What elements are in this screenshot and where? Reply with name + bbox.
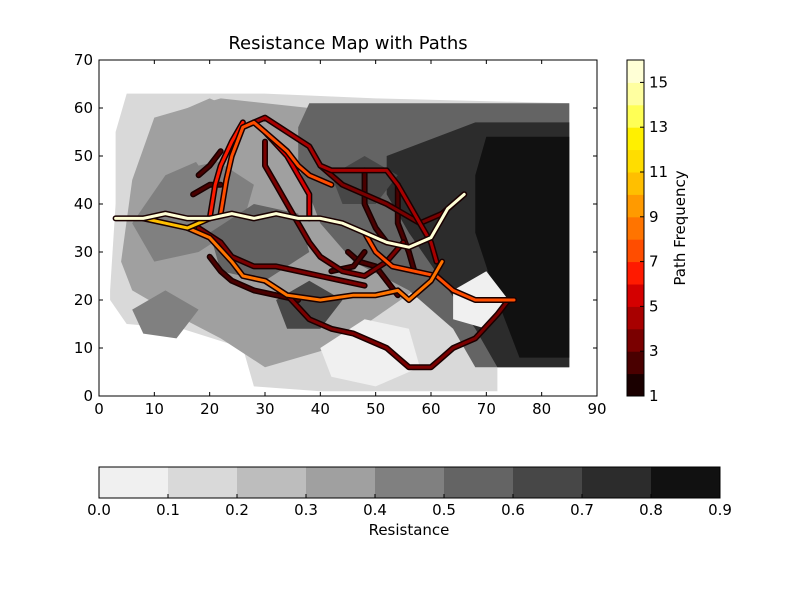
path-colorbar-band: [627, 261, 644, 285]
path-colorbar-band: [627, 239, 644, 263]
path-colorbar-tick-label: 7: [649, 253, 659, 271]
y-tick-label: 60: [74, 99, 93, 117]
resistance-region-10: [132, 290, 199, 339]
path-colorbar-band: [627, 194, 644, 218]
path-colorbar-band: [627, 351, 644, 375]
path-colorbar-band: [627, 172, 644, 195]
y-tick-label: 0: [83, 387, 93, 405]
path-line-9: [318, 164, 422, 225]
y-axis: 0 10 20 30 40 50 60 70: [74, 51, 597, 405]
resistance-colorbar-tick-label: 0.6: [501, 501, 525, 519]
y-tick-label: 10: [74, 339, 93, 357]
x-tick-label: 50: [366, 400, 385, 418]
resistance-colorbar-tick-label: 0.1: [156, 501, 180, 519]
x-tick-label: 80: [532, 400, 551, 418]
y-tick-label: 40: [74, 195, 93, 213]
path-colorbar-tick-label: 1: [649, 387, 659, 405]
resistance-colorbar: 0.0 0.1 0.2 0.3 0.4 0.5 0.6 0.7 0.8 0.9 Resistanc…: [87, 466, 732, 539]
path-line-14: [285, 293, 510, 369]
main-axes: 0 10 20 30 40 50 60 70 80 90 0 10 20 30 40 50 60 70: [74, 51, 607, 418]
resistance-colorbar-label: Resistance: [369, 521, 450, 539]
y-tick-label: 20: [74, 291, 93, 309]
path-colorbar-band: [627, 373, 644, 397]
resistance-region-12: [276, 280, 343, 329]
path-colorbar-band: [627, 127, 644, 151]
resistance-colorbar-band: [651, 467, 721, 498]
resistance-colorbar-tick-label: 0.0: [87, 501, 111, 519]
path-colorbar-band: [627, 216, 644, 240]
resistance-colorbar-tick-label: 0.5: [432, 501, 456, 519]
resistance-colorbar-band: [168, 467, 238, 498]
path-colorbar-tick-label: 3: [649, 342, 659, 360]
resistance-colorbar-band: [375, 467, 445, 498]
x-tick-label: 60: [421, 400, 440, 418]
x-tick-label: 90: [587, 400, 606, 418]
resistance-colorbar-tick-label: 0.4: [363, 501, 387, 519]
path-colorbar-band: [627, 82, 644, 106]
path-line-1: [141, 216, 212, 230]
resistance-colorbar-tick-label: 0.2: [225, 501, 249, 519]
path-line-15: [363, 168, 389, 244]
path-colorbar-frame: [626, 59, 645, 397]
chart-title: Resistance Map with Paths: [228, 33, 467, 54]
path-line-8: [263, 140, 405, 278]
path-line-4: [219, 120, 333, 216]
path-line-3: [186, 226, 444, 302]
y-tick-label: 70: [74, 51, 93, 69]
path-colorbar-label: Path Frequency: [671, 170, 689, 285]
resistance-colorbar-tick-label: 0.8: [639, 501, 663, 519]
x-tick-label: 30: [255, 400, 274, 418]
path-colorbar-tick-label: 11: [649, 163, 668, 181]
y-tick-label: 30: [74, 243, 93, 261]
x-tick-label: 0: [94, 400, 104, 418]
path-line-7: [252, 116, 438, 264]
x-axis: 0 10 20 30 40 50 60 70 80 90: [94, 60, 607, 418]
resistance-colorbar-band: [444, 467, 514, 498]
resistance-colorbar-band: [306, 467, 376, 498]
resistance-colorbar-frame: [98, 466, 721, 499]
x-tick-label: 10: [145, 400, 164, 418]
path-colorbar-band: [627, 149, 644, 173]
resistance-colorbar-band: [582, 467, 652, 498]
path-colorbar-band: [627, 60, 644, 83]
path-lines: [112, 114, 517, 371]
path-colorbar-tick-label: 13: [649, 118, 668, 136]
resistance-colorbar-band: [99, 467, 169, 498]
path-line-10: [197, 149, 223, 177]
resistance-region-8: [320, 319, 420, 387]
path-colorbar-band: [627, 306, 644, 330]
path-colorbar-band: [627, 284, 644, 307]
path-colorbar-band: [627, 104, 644, 128]
resistance-colorbar-tick-label: 0.3: [294, 501, 318, 519]
path-line-12: [197, 226, 367, 288]
path-colorbar-band: [627, 328, 644, 352]
x-tick-label: 70: [477, 400, 496, 418]
x-tick-label: 20: [200, 400, 219, 418]
resistance-colorbar-band: [237, 467, 307, 498]
resistance-colorbar-tick-label: 0.9: [708, 501, 732, 519]
resistance-colorbar-band: [513, 467, 583, 498]
y-tick-label: 50: [74, 147, 93, 165]
path-colorbar-tick-label: 5: [649, 297, 659, 315]
path-line-0: [114, 192, 466, 249]
path-colorbar-tick-label: 9: [649, 208, 659, 226]
path-colorbar-tick-label: 15: [649, 73, 668, 91]
x-tick-label: 40: [311, 400, 330, 418]
path-line-16: [396, 183, 416, 273]
resistance-colorbar-tick-label: 0.7: [570, 501, 594, 519]
path-line-13: [208, 255, 300, 302]
path-line-5: [208, 120, 245, 220]
plot-frame: [98, 59, 598, 397]
